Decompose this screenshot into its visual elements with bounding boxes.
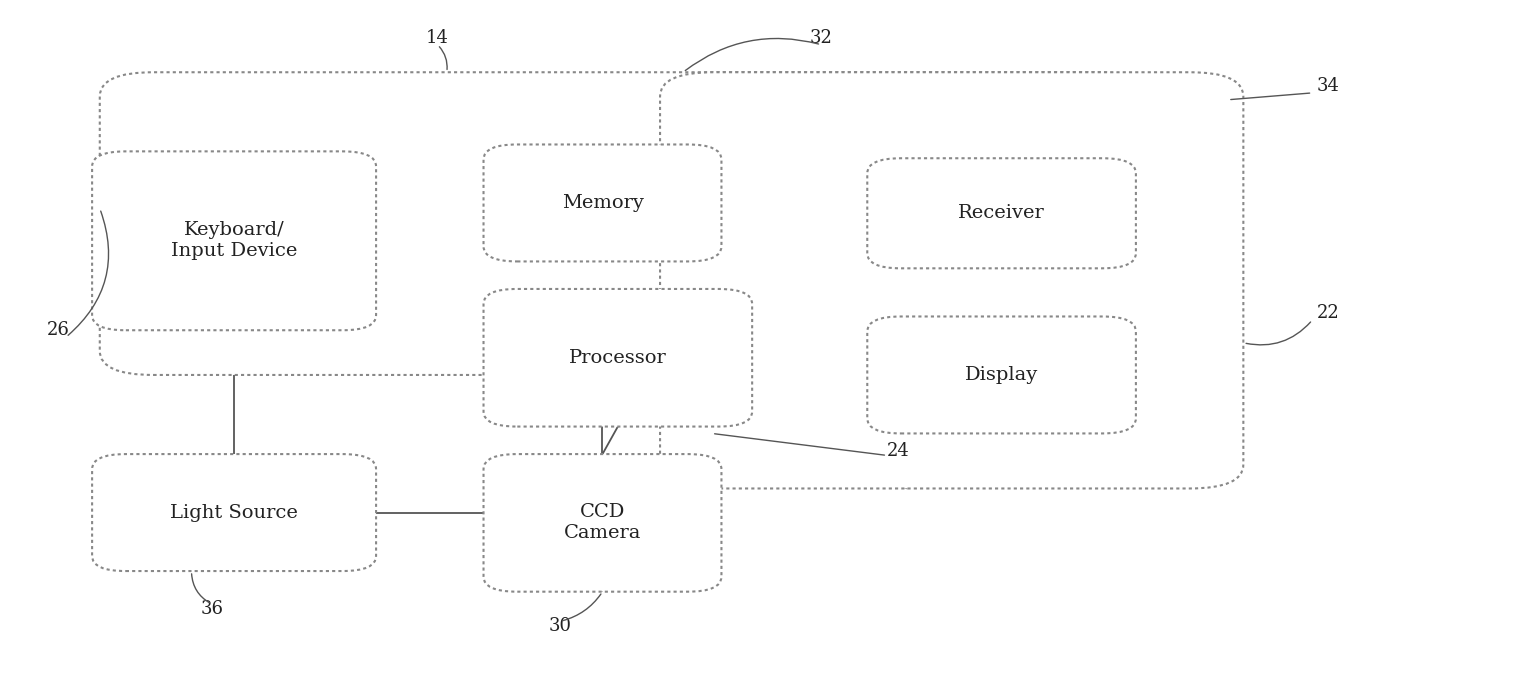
FancyBboxPatch shape — [660, 72, 1243, 488]
FancyBboxPatch shape — [92, 454, 376, 571]
Text: Display: Display — [966, 366, 1038, 384]
Text: 34: 34 — [1317, 77, 1339, 95]
Text: 22: 22 — [1317, 304, 1339, 322]
Text: Light Source: Light Source — [170, 504, 298, 522]
FancyBboxPatch shape — [484, 289, 752, 427]
FancyBboxPatch shape — [92, 151, 376, 330]
Text: Keyboard/
Input Device: Keyboard/ Input Device — [170, 222, 298, 260]
FancyBboxPatch shape — [867, 316, 1136, 433]
Text: CCD
Camera: CCD Camera — [563, 504, 642, 542]
FancyBboxPatch shape — [484, 454, 721, 592]
Text: 14: 14 — [427, 29, 448, 47]
Text: Processor: Processor — [569, 349, 666, 367]
Text: Memory: Memory — [562, 194, 643, 212]
FancyBboxPatch shape — [867, 158, 1136, 268]
FancyBboxPatch shape — [100, 72, 1151, 375]
Text: 24: 24 — [887, 442, 909, 460]
FancyBboxPatch shape — [484, 144, 721, 261]
Text: 36: 36 — [201, 600, 223, 618]
Text: 26: 26 — [48, 321, 69, 339]
Text: 30: 30 — [550, 617, 571, 635]
Text: 32: 32 — [810, 29, 832, 47]
Text: Receiver: Receiver — [958, 204, 1045, 222]
